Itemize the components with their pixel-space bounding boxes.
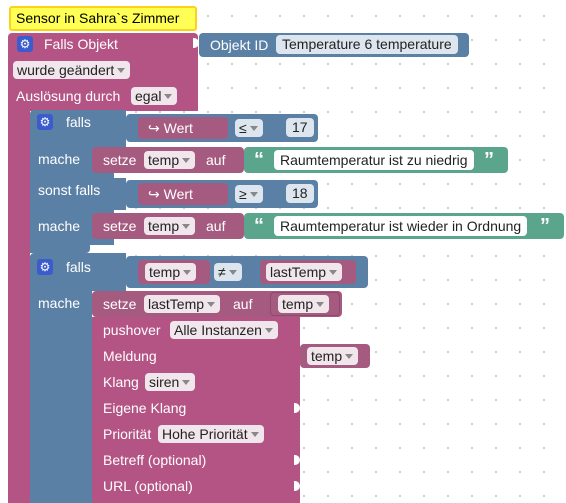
input-connector (294, 455, 300, 465)
trigger-by-label: Auslösung durch (16, 88, 121, 104)
open-quote-icon: “ (254, 149, 264, 171)
sound-label: Klang (103, 374, 139, 390)
input-connector (193, 38, 199, 48)
variable-dropdown[interactable]: temp (144, 151, 196, 169)
trigger-spine (8, 110, 30, 503)
comment-bubble[interactable] (9, 6, 197, 31)
operator-dropdown[interactable]: ≥ (235, 185, 263, 203)
if-label: falls (66, 259, 91, 275)
if-block[interactable] (30, 253, 92, 503)
text-field[interactable]: Raumtemperatur ist wieder in Ordnung (274, 216, 528, 236)
if-row-extension (90, 253, 126, 291)
priority-dropdown[interactable]: Hohe Priorität (158, 425, 264, 443)
comment-text: Sensor in Sahra`s Zimmer (16, 10, 180, 26)
trigger-label: Falls Objekt (44, 36, 118, 52)
gear-icon[interactable]: ⚙ (37, 114, 53, 130)
if-row-extension (110, 110, 126, 150)
open-quote-icon: “ (254, 215, 264, 237)
value-label: ↪ Wert (148, 186, 193, 202)
do-label: mache (38, 151, 81, 167)
object-id-field[interactable]: Temperature 6 temperature (276, 35, 458, 54)
pushover-label: pushover (103, 322, 161, 338)
elseif-row-extension (110, 178, 126, 210)
set-label: setze (103, 296, 137, 312)
gear-icon[interactable]: ⚙ (37, 259, 53, 275)
sound-dropdown[interactable]: siren (145, 373, 196, 391)
value-label: ↪ Wert (148, 120, 193, 136)
variable-dropdown[interactable]: lastTemp (144, 295, 221, 313)
url-label: URL (optional) (103, 478, 193, 494)
to-label: auf (206, 218, 226, 234)
set-label: setze (103, 218, 137, 234)
number-field[interactable]: 17 (286, 118, 314, 137)
text-field[interactable]: Raumtemperatur ist zu niedrig (274, 150, 474, 170)
pushover-block[interactable] (92, 317, 300, 503)
variable-dropdown[interactable]: lastTemp (266, 263, 343, 281)
input-connector (294, 403, 300, 413)
variable-dropdown[interactable]: temp (144, 217, 196, 235)
subject-label: Betreff (optional) (103, 452, 207, 468)
custom-sound-label: Eigene Klang (103, 400, 187, 416)
input-connector (294, 481, 300, 491)
to-label: auf (206, 152, 226, 168)
if-label: falls (66, 114, 91, 130)
operator-dropdown[interactable]: ≤ (235, 119, 263, 137)
set-label: setze (103, 152, 137, 168)
value-block[interactable] (138, 183, 228, 205)
pushover-header-extension (292, 317, 300, 341)
changed-dropdown[interactable]: wurde geändert (13, 61, 131, 79)
object-id-label: Objekt ID (210, 37, 269, 53)
close-quote-icon: ” (540, 215, 550, 237)
if-block-footer (30, 239, 90, 253)
variable-dropdown[interactable]: temp (278, 295, 330, 313)
gear-icon[interactable]: ⚙ (17, 36, 33, 52)
number-field[interactable]: 18 (286, 184, 314, 203)
instance-dropdown[interactable]: Alle Instanzen (170, 321, 278, 339)
trigger-by-dropdown[interactable]: egal (131, 87, 178, 105)
to-label: auf (233, 296, 253, 312)
operator-dropdown[interactable]: ≠ (214, 263, 242, 281)
value-block[interactable] (138, 117, 228, 139)
do-label: mache (38, 295, 81, 311)
do-label: mache (38, 218, 81, 234)
close-quote-icon: ” (484, 149, 494, 171)
message-label: Meldung (103, 348, 157, 364)
elseif-label: sonst falls (38, 182, 101, 198)
variable-dropdown[interactable]: temp (145, 263, 197, 281)
variable-dropdown[interactable]: temp (307, 347, 359, 365)
priority-label: Priorität (103, 426, 152, 442)
